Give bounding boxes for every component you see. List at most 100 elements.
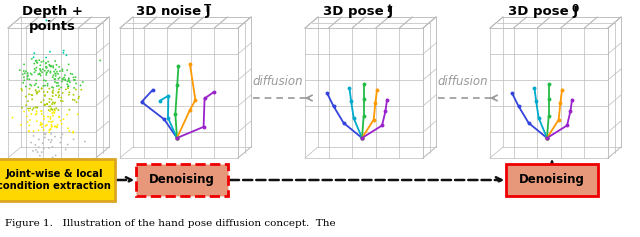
Point bbox=[34, 137, 44, 141]
Point bbox=[33, 128, 44, 132]
Point bbox=[42, 82, 52, 86]
Point bbox=[24, 77, 35, 81]
Point bbox=[32, 61, 42, 65]
Point bbox=[68, 78, 79, 82]
Point bbox=[62, 68, 72, 72]
Point bbox=[38, 59, 49, 63]
Point bbox=[28, 149, 38, 153]
Text: Joint-wise & local
condition extraction: Joint-wise & local condition extraction bbox=[0, 169, 111, 191]
Point bbox=[63, 78, 74, 82]
Point bbox=[51, 106, 61, 110]
Point bbox=[35, 72, 45, 76]
Point bbox=[20, 71, 30, 75]
Point bbox=[47, 164, 57, 168]
Point bbox=[31, 68, 41, 72]
Point bbox=[56, 122, 67, 126]
Point bbox=[47, 156, 58, 160]
Point bbox=[80, 140, 90, 143]
Point bbox=[28, 93, 38, 97]
Point bbox=[59, 76, 69, 79]
Point bbox=[58, 77, 68, 81]
Point bbox=[40, 94, 50, 98]
Point bbox=[62, 113, 72, 117]
Point bbox=[22, 71, 33, 75]
Point bbox=[25, 106, 35, 110]
Point bbox=[22, 120, 33, 124]
Point bbox=[64, 129, 74, 133]
Point bbox=[46, 107, 56, 110]
Point bbox=[61, 148, 71, 151]
Point bbox=[95, 59, 106, 62]
Point bbox=[43, 164, 53, 167]
Point bbox=[58, 117, 68, 121]
Point bbox=[31, 82, 41, 86]
Point bbox=[60, 78, 70, 82]
Point bbox=[31, 90, 42, 94]
Point bbox=[26, 141, 36, 144]
Point bbox=[42, 102, 52, 106]
Point bbox=[33, 91, 43, 94]
Point bbox=[31, 148, 41, 152]
Point bbox=[74, 95, 84, 99]
Point bbox=[25, 83, 35, 87]
Point bbox=[42, 18, 52, 22]
Point bbox=[45, 64, 56, 68]
Point bbox=[21, 69, 31, 73]
Point bbox=[36, 100, 46, 104]
Point bbox=[30, 143, 40, 147]
Point bbox=[54, 65, 64, 69]
Point bbox=[76, 83, 86, 87]
Point bbox=[36, 150, 47, 154]
Point bbox=[17, 87, 27, 91]
Point bbox=[56, 136, 67, 140]
Point bbox=[51, 154, 61, 157]
Point bbox=[47, 125, 57, 128]
Point bbox=[35, 67, 45, 71]
Point bbox=[24, 87, 35, 91]
Point bbox=[63, 143, 73, 146]
Point bbox=[31, 88, 41, 92]
Point bbox=[71, 82, 81, 85]
Point bbox=[57, 132, 67, 136]
Text: Denoising: Denoising bbox=[519, 173, 585, 187]
Point bbox=[50, 80, 60, 84]
Point bbox=[63, 63, 74, 66]
Point bbox=[46, 123, 56, 127]
Point bbox=[53, 72, 63, 76]
Point bbox=[54, 115, 64, 119]
Point bbox=[46, 64, 56, 68]
Point bbox=[63, 126, 73, 130]
Point bbox=[31, 59, 41, 63]
Point bbox=[63, 85, 73, 88]
Point bbox=[44, 146, 54, 150]
Point bbox=[64, 108, 74, 112]
Point bbox=[31, 66, 42, 70]
Point bbox=[42, 70, 52, 74]
Point bbox=[26, 112, 36, 116]
Point bbox=[44, 120, 54, 123]
Point bbox=[49, 73, 59, 77]
Point bbox=[23, 107, 33, 110]
Point bbox=[29, 83, 40, 87]
Point bbox=[45, 50, 55, 54]
Point bbox=[26, 93, 36, 97]
Point bbox=[52, 84, 62, 88]
Point bbox=[36, 86, 47, 90]
Point bbox=[31, 111, 42, 115]
Point bbox=[39, 103, 49, 107]
Point bbox=[32, 119, 42, 123]
Point bbox=[45, 69, 56, 73]
Point bbox=[49, 70, 59, 73]
Point bbox=[47, 120, 58, 123]
Point bbox=[58, 99, 68, 103]
Point bbox=[28, 108, 38, 112]
Point bbox=[50, 109, 60, 113]
Point bbox=[42, 65, 52, 69]
Text: Figure 1.   Illustration of the hand pose diffusion concept.  The: Figure 1. Illustration of the hand pose … bbox=[5, 219, 335, 228]
Point bbox=[21, 103, 31, 107]
Point bbox=[48, 64, 58, 68]
Point bbox=[42, 71, 52, 75]
FancyBboxPatch shape bbox=[0, 159, 115, 201]
Point bbox=[61, 87, 71, 91]
Point bbox=[54, 95, 64, 99]
